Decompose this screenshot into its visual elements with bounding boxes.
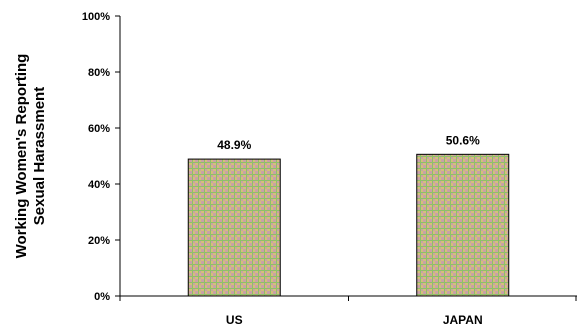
x-axis: US JAPAN xyxy=(119,295,577,327)
y-tick-label: 40% xyxy=(88,179,110,191)
data-label: 48.9% xyxy=(217,138,251,152)
bars: 48.9% 50.6% xyxy=(187,133,510,297)
y-tick-label: 20% xyxy=(88,235,110,247)
y-tick-label: 100% xyxy=(82,11,110,23)
y-tick-label: 0% xyxy=(94,291,110,303)
data-label: 50.6% xyxy=(446,133,480,147)
bar-us xyxy=(187,158,281,297)
y-axis-title-line: Working Women's Reporting xyxy=(13,54,30,259)
y-axis-title-line: Sexual Harassment xyxy=(31,87,48,225)
y-axis: 0% 20% 40% 60% 80% 100% xyxy=(82,11,121,303)
x-tick-label: JAPAN xyxy=(443,313,483,327)
y-tick-label: 80% xyxy=(88,67,110,79)
y-tick-label: 60% xyxy=(88,123,110,135)
x-tick-label: US xyxy=(226,313,243,327)
y-axis-title: Working Women's Reporting Sexual Harassme… xyxy=(13,54,48,259)
bar-japan xyxy=(416,153,510,297)
